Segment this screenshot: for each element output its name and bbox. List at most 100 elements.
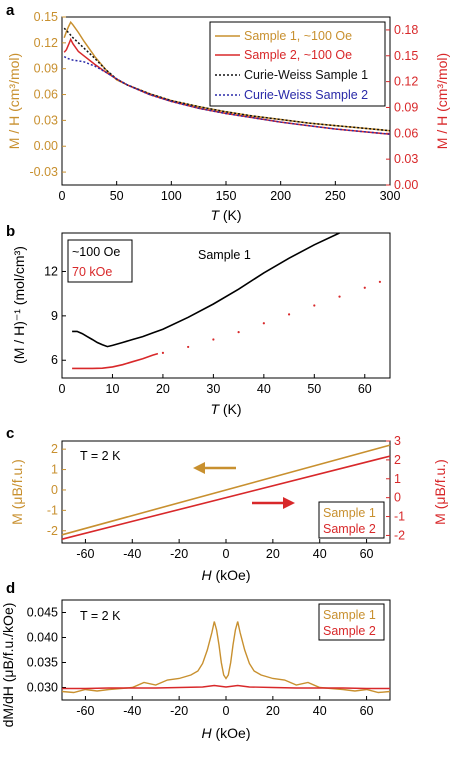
- x-tick-label: -20: [170, 547, 188, 561]
- x-tick-label: 20: [266, 547, 280, 561]
- y-tick-label: 0.09: [34, 62, 58, 76]
- series-sample1-line: [61, 621, 391, 694]
- series-group-d: [61, 621, 391, 694]
- arrows-c: [193, 462, 295, 509]
- y-tick-label: 0.15: [34, 10, 58, 24]
- x-tick-label: 40: [257, 382, 271, 396]
- legend-item-sample2-c: Sample 2: [323, 522, 376, 536]
- series-70koe-point: [363, 286, 366, 289]
- y-axis-left-c: -2 -1 0 1 2: [47, 442, 66, 538]
- y-tick-label: -2: [394, 528, 405, 542]
- legend-item-cw2: Curie-Weiss Sample 2: [244, 88, 368, 102]
- y-tick-label: 1: [51, 463, 58, 477]
- arrow-right-head: [283, 497, 295, 509]
- x-tick-label: 50: [110, 189, 124, 203]
- x-tick-label: 100: [161, 189, 182, 203]
- legend-a: Sample 1, ~100 Oe Sample 2, ~100 Oe Curi…: [209, 21, 386, 107]
- x-tick-label: 60: [360, 547, 374, 561]
- x-axis-d: -60 -40 -20 0 20 40 60: [76, 696, 374, 718]
- x-axis-label-d: H (kOe): [201, 725, 250, 741]
- x-axis-b: 0 10 20 30 40 50 60: [59, 374, 372, 396]
- x-tick-label: 0: [59, 189, 66, 203]
- x-tick-label: 50: [307, 382, 321, 396]
- series-group-b: [72, 232, 382, 370]
- annotation-d: T = 2 K: [80, 609, 121, 623]
- series-70koe-line: [72, 352, 159, 370]
- legend-box-d: [318, 603, 385, 641]
- x-tick-label: 60: [358, 382, 372, 396]
- panel-label-b: b: [6, 223, 15, 240]
- y-axis-label-b: (M / H)⁻¹ (mol/cm³): [11, 246, 27, 364]
- y-tick-label: -0.03: [30, 165, 59, 179]
- panel-b: b 6 9 12 0 10 20 30 40 50 60 (M / H)⁻¹ (mol/cm³)…: [6, 223, 391, 417]
- x-tick-label: 40: [313, 704, 327, 718]
- y-tick-label: 6: [51, 353, 58, 367]
- legend-b: ~100 Oe 70 kOe: [67, 239, 133, 283]
- x-tick-label: -40: [123, 547, 141, 561]
- x-tick-label: 20: [266, 704, 280, 718]
- legend-item-sample1: Sample 1, ~100 Oe: [244, 29, 352, 43]
- y-tick-label: 2: [51, 442, 58, 456]
- series-100oe-line: [72, 232, 340, 348]
- y-axis-left-a: -0.03 0.00 0.03 0.06 0.09 0.12 0.15: [30, 10, 66, 179]
- x-tick-label: 40: [313, 547, 327, 561]
- panel-label-c: c: [6, 425, 14, 442]
- x-tick-label: 150: [216, 189, 237, 203]
- legend-item-sample2: Sample 2, ~100 Oe: [244, 48, 352, 62]
- x-tick-label: -40: [123, 704, 141, 718]
- legend-item-sample1-c: Sample 1: [323, 506, 376, 520]
- legend-box-c: [318, 501, 385, 539]
- series-sample2-line: [62, 684, 390, 690]
- series-70koe-point: [313, 304, 316, 307]
- y-tick-label: 0.040: [27, 631, 58, 645]
- x-axis-label-c: H (kOe): [201, 567, 250, 583]
- x-tick-label: 0: [223, 704, 230, 718]
- x-axis-label-a: T (K): [210, 207, 241, 223]
- y-tick-label: 0.03: [34, 113, 58, 127]
- arrow-left-head: [193, 462, 205, 474]
- y-tick-label: -1: [47, 503, 58, 517]
- x-tick-label: -60: [76, 547, 94, 561]
- y-axis-label-d: dM/dH (μB/f.u./kOe): [0, 603, 16, 728]
- y-tick-label: 0.045: [27, 606, 58, 620]
- x-tick-label: -20: [170, 704, 188, 718]
- y-tick-label: 2: [394, 453, 401, 467]
- x-axis-label-b: T (K): [210, 401, 241, 417]
- legend-item-100oe: ~100 Oe: [72, 245, 120, 259]
- y-tick-label: 3: [394, 434, 401, 448]
- x-tick-label: 200: [270, 189, 291, 203]
- y-tick-label: 0.15: [394, 49, 418, 63]
- x-tick-label: 250: [325, 189, 346, 203]
- y-axis-label-left-c: M (μB/f.u.): [9, 459, 25, 525]
- x-tick-label: 300: [380, 189, 401, 203]
- plot-frame-b: [61, 232, 391, 379]
- series-sample2-line: [61, 455, 391, 540]
- series-70koe-point: [287, 313, 291, 316]
- y-tick-label: 0.12: [34, 36, 58, 50]
- legend-item-sample2-d: Sample 2: [323, 624, 376, 638]
- x-axis-a: 0 50 100 150 200 250 300: [59, 181, 401, 203]
- series-70koe-point: [161, 351, 165, 354]
- x-axis-c: -60 -40 -20 0 20 40 60: [76, 539, 374, 561]
- y-tick-label: 0.18: [394, 23, 418, 37]
- x-tick-label: 0: [59, 382, 66, 396]
- y-tick-label: 0.00: [394, 178, 418, 192]
- x-tick-label: 20: [156, 382, 170, 396]
- series-group-a: [63, 20, 391, 135]
- y-axis-right-c: -2 -1 0 1 2 3: [386, 434, 405, 542]
- legend-item-70koe: 70 kOe: [72, 265, 112, 279]
- x-tick-label: -60: [76, 704, 94, 718]
- y-tick-label: 0.06: [394, 126, 418, 140]
- panel-label-a: a: [6, 2, 15, 19]
- series-70koe-point: [262, 322, 265, 325]
- y-axis-label-right-c: M (μB/f.u.): [432, 459, 448, 525]
- legend-c: Sample 1 Sample 2: [318, 501, 385, 539]
- y-tick-label: 0.06: [34, 88, 58, 102]
- y-tick-label: 9: [51, 309, 58, 323]
- x-tick-label: 10: [106, 382, 120, 396]
- y-axis-d: 0.030 0.035 0.040 0.045: [27, 606, 66, 695]
- legend-d: Sample 1 Sample 2: [318, 603, 385, 641]
- annotation-b: Sample 1: [198, 248, 251, 262]
- y-tick-label: 0.12: [394, 75, 418, 89]
